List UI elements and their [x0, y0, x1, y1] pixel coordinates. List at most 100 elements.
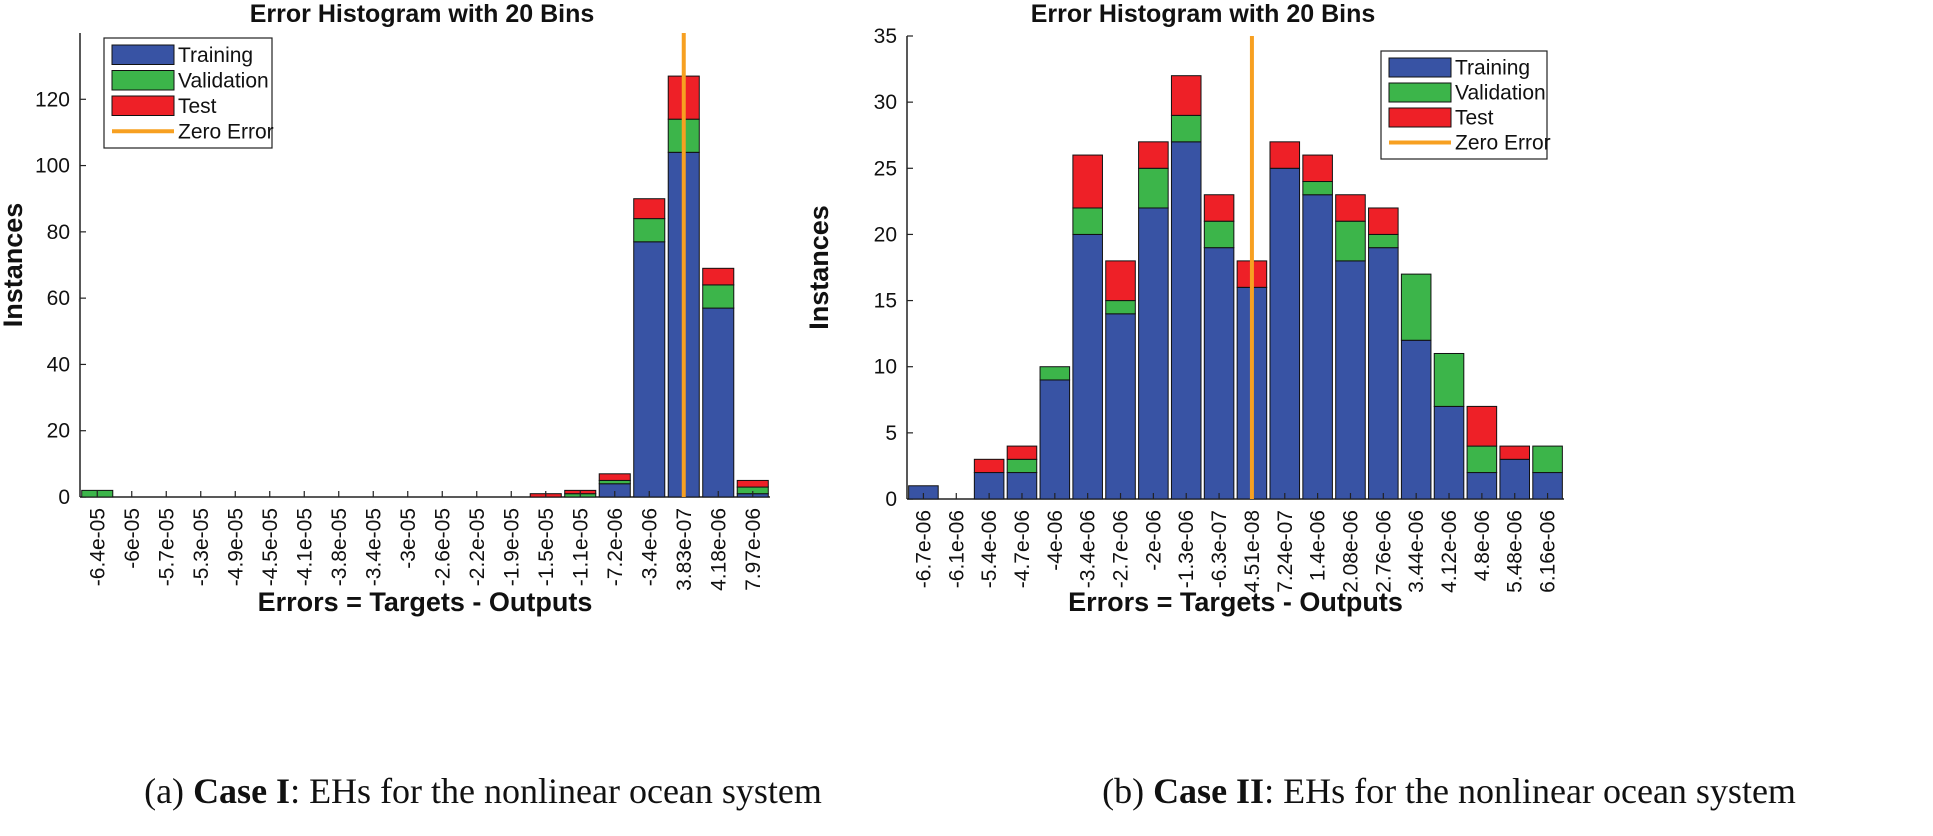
x-tick-label: -2.2e-05: [466, 508, 489, 586]
legend-swatch-validation: [111, 70, 175, 91]
legend-swatch-validation: [1388, 82, 1452, 103]
legend-label: Test: [178, 95, 217, 118]
bar-validation: [1105, 300, 1136, 315]
x-tick-label: 2.08e-06: [1339, 510, 1362, 593]
x-tick-label: -1.9e-05: [500, 508, 523, 586]
bar-test: [1203, 194, 1235, 222]
bar-training: [1433, 405, 1465, 500]
y-tick-label: 60: [47, 287, 70, 310]
bar-test: [1368, 207, 1399, 235]
bar-validation: [1532, 445, 1563, 474]
bar-training: [1105, 313, 1136, 500]
caption-case-label: Case II: [1153, 771, 1265, 811]
y-tick-label: 0: [885, 488, 897, 511]
bar-test: [1138, 141, 1169, 169]
plot-area: Error Histogram with 20 Bins 0 20 40 60 80 100…: [0, 0, 770, 617]
y-tick-label: 120: [35, 88, 70, 111]
bar-validation: [1203, 220, 1235, 249]
bar-test: [598, 473, 631, 481]
y-tick-label: 30: [874, 91, 897, 114]
x-tick-label: -4.5e-05: [259, 508, 282, 586]
bar-training: [1466, 472, 1498, 500]
y-tick-label: 35: [874, 25, 897, 48]
caption-case-1: (a) Case I: EHs for the nonlinear ocean …: [0, 770, 966, 812]
x-tick-label: -4.9e-05: [224, 508, 247, 586]
panel-case-2: Error Histogram with 20 Bins 0 5 10 15 20 25 30…: [804, 0, 1932, 836]
y-tick-label: 20: [47, 420, 70, 443]
x-tick-label: -3.4e-06: [1077, 510, 1100, 588]
bar-validation: [1072, 207, 1103, 235]
legend-label: Validation: [178, 69, 269, 92]
x-tick-label: 7.97e-06: [742, 508, 765, 591]
bar-test: [1072, 154, 1103, 209]
x-tick-label: -6.4e-05: [86, 508, 109, 586]
bar-test: [1006, 445, 1038, 460]
error-histogram-case-2: Error Histogram with 20 Bins 0 5 10 15 20 25 30…: [804, 0, 1564, 617]
x-tick-label: 6.16e-06: [1537, 510, 1560, 593]
y-tick-label: 20: [874, 223, 897, 246]
bar-training: [1039, 379, 1071, 500]
x-tick-label: -3.8e-05: [328, 508, 351, 586]
bar-training: [1368, 247, 1399, 500]
bar-test: [1170, 75, 1202, 116]
x-tick-label: -4.1e-05: [293, 508, 316, 586]
bar-validation: [1302, 181, 1333, 196]
bar-test: [973, 458, 1005, 474]
x-tick-label: 4.51e-08: [1241, 510, 1264, 593]
y-tick-label: 40: [47, 353, 70, 376]
x-tick-label: 7.24e-07: [1274, 510, 1297, 593]
bar-validation: [1006, 458, 1038, 474]
y-axis-label: Instances: [0, 203, 28, 328]
x-tick-label: -4.7e-06: [1011, 510, 1034, 588]
legend-label: Zero Error: [178, 120, 274, 143]
legend-label: Zero Error: [1455, 132, 1551, 155]
y-tick-label: 100: [35, 155, 70, 178]
x-tick-label: 1.4e-06: [1307, 510, 1330, 581]
bar-validation: [1335, 220, 1366, 262]
x-tick-label: 4.18e-06: [707, 508, 730, 591]
caption-prefix: (a): [144, 771, 194, 811]
bar-training: [1138, 207, 1169, 500]
bar-test: [736, 479, 769, 488]
bar-training: [1170, 141, 1202, 500]
x-tick-label: -2.6e-05: [431, 508, 454, 586]
x-tick-label: 5.48e-06: [1504, 510, 1527, 593]
bar-test: [702, 267, 735, 286]
x-axis-label: Errors = Targets - Outputs: [258, 587, 593, 617]
caption-case-label: Case I: [193, 771, 291, 811]
bar-validation: [1400, 273, 1432, 341]
y-tick-label: 10: [874, 356, 897, 379]
x-tick-label: -6e-05: [121, 508, 144, 569]
y-tick-label: 5: [885, 422, 897, 445]
caption-case-2: (b) Case II: EHs for the nonlinear ocean…: [966, 770, 1932, 812]
bar-validation: [633, 218, 666, 243]
x-tick-label: 4.12e-06: [1438, 510, 1461, 593]
x-tick-label: 2.76e-06: [1372, 510, 1395, 593]
x-axis-label: Errors = Targets - Outputs: [1068, 587, 1403, 617]
legend-swatch-test: [1388, 107, 1452, 128]
bar-training: [633, 241, 666, 498]
chart-title: Error Histogram with 20 Bins: [1031, 0, 1376, 28]
bar-test: [1335, 194, 1366, 222]
x-tick-label: -1.5e-05: [535, 508, 558, 586]
bar-training: [1203, 247, 1235, 500]
x-tick-label: -1.1e-05: [569, 508, 592, 586]
x-tick-label: -6.7e-06: [912, 510, 935, 588]
x-tick-label: -4e-06: [1044, 510, 1067, 571]
bar-test: [1466, 405, 1498, 447]
x-tick-label: -6.1e-06: [945, 510, 968, 588]
y-tick-label: 80: [47, 221, 70, 244]
caption-prefix: (b): [1102, 771, 1154, 811]
panel-case-1: Error Histogram with 20 Bins 0 20 40 60 80 100…: [0, 0, 966, 836]
y-tick-label: 25: [874, 157, 897, 180]
x-tick-label: -3.4e-05: [362, 508, 385, 586]
legend-label: Validation: [1455, 82, 1546, 105]
bar-training: [1269, 167, 1301, 500]
x-tick-label: -3e-05: [397, 508, 420, 569]
x-tick-label: -1.3e-06: [1175, 510, 1198, 588]
x-tick-label: 3.44e-06: [1405, 510, 1428, 593]
y-tick-label: 15: [874, 290, 897, 313]
bar-training: [1499, 458, 1531, 500]
x-tick-label: -2e-06: [1142, 510, 1165, 571]
